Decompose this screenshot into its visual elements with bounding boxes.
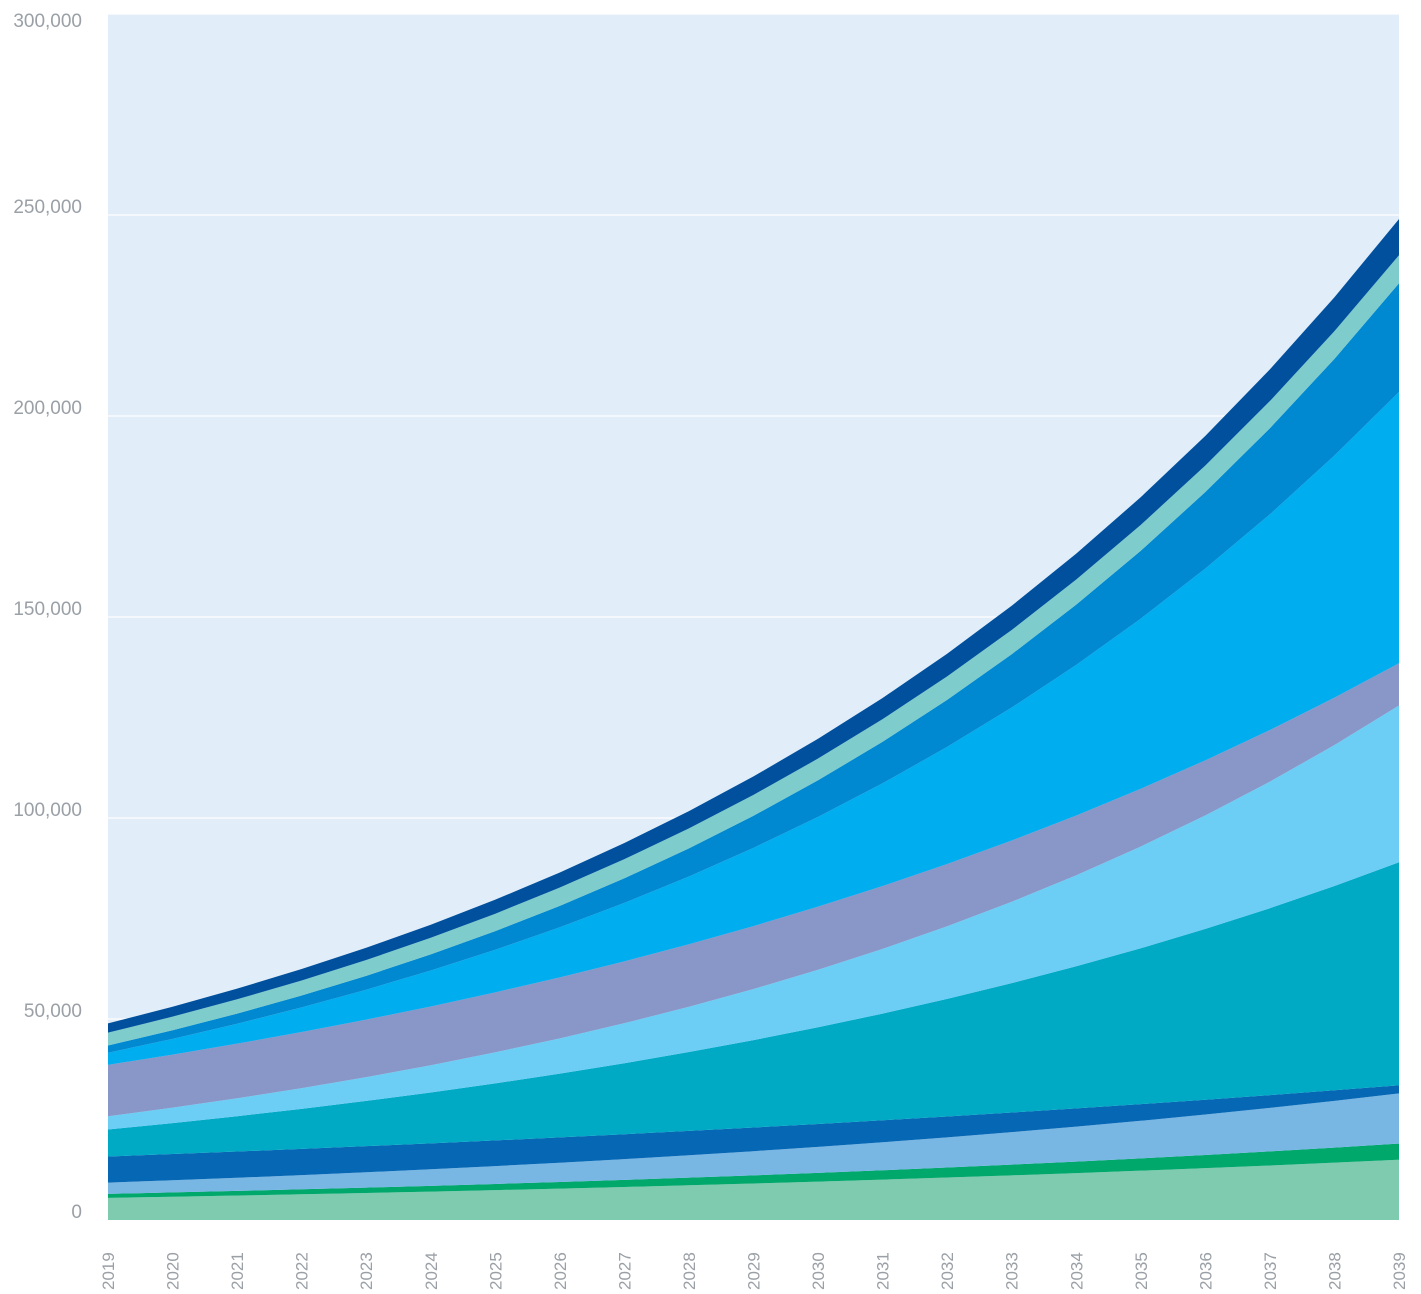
x-tick-label: 2028 xyxy=(680,1252,699,1290)
x-tick-label: 2038 xyxy=(1325,1252,1344,1290)
x-tick-label: 2035 xyxy=(1132,1252,1151,1290)
area-series-2 xyxy=(108,1143,1399,1198)
x-tick-label: 2030 xyxy=(809,1252,828,1290)
area-series-3 xyxy=(108,1093,1399,1194)
x-tick-label: 2021 xyxy=(228,1252,247,1290)
area-series-4 xyxy=(108,1085,1399,1183)
area-series-6 xyxy=(108,705,1399,1130)
x-tick-label: 2033 xyxy=(1003,1252,1022,1290)
x-tick-label: 2019 xyxy=(99,1252,118,1290)
x-tick-label: 2024 xyxy=(422,1252,441,1290)
x-tick-label: 2031 xyxy=(874,1252,893,1290)
x-tick-label: 2023 xyxy=(357,1252,376,1290)
x-axis-tick-labels: 2019 2020 2021 2022 2023 2024 2025 2026 2027 2028… xyxy=(99,1252,1409,1290)
y-tick-label: 300,000 xyxy=(13,11,82,32)
y-tick-label: 100,000 xyxy=(13,800,82,821)
area-series-group xyxy=(108,219,1399,1220)
area-series-8 xyxy=(108,391,1399,1065)
x-tick-label: 2036 xyxy=(1196,1252,1215,1290)
x-tick-label: 2029 xyxy=(745,1252,764,1290)
x-tick-label: 2037 xyxy=(1261,1252,1280,1290)
x-tick-label: 2022 xyxy=(293,1252,312,1290)
x-tick-label: 2039 xyxy=(1390,1252,1409,1290)
area-series-5 xyxy=(108,862,1399,1157)
y-tick-label: 150,000 xyxy=(13,599,82,620)
x-tick-label: 2020 xyxy=(164,1252,183,1290)
y-tick-label: 0 xyxy=(71,1202,82,1223)
x-tick-label: 2034 xyxy=(1067,1252,1086,1290)
y-axis-tick-labels: 0 50,000 100,000 150,000 200,000 250,000 300,0… xyxy=(13,11,82,1223)
y-tick-label: 50,000 xyxy=(24,1001,82,1022)
area-series-1 xyxy=(108,1159,1399,1220)
y-tick-label: 250,000 xyxy=(13,197,82,218)
x-tick-label: 2026 xyxy=(551,1252,570,1290)
y-tick-label: 200,000 xyxy=(13,398,82,419)
x-tick-label: 2032 xyxy=(938,1252,957,1290)
area-series-7 xyxy=(108,663,1399,1117)
x-tick-label: 2027 xyxy=(615,1252,634,1290)
x-tick-label: 2025 xyxy=(486,1252,505,1290)
